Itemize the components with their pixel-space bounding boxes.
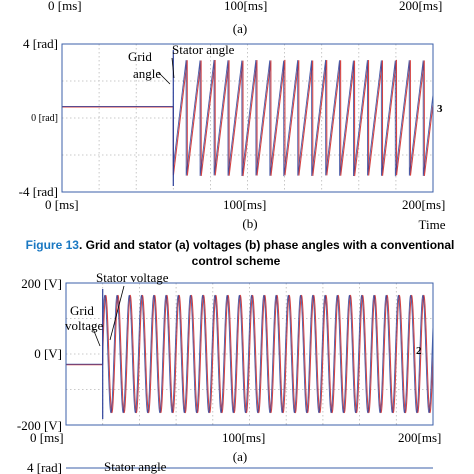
b-ytick-top: 4 [rad] bbox=[23, 36, 58, 51]
b-anno-stator: Stator angle bbox=[172, 42, 235, 57]
b-anno-grid-1: Grid bbox=[128, 49, 152, 64]
a-ytick-bottom: -200 [V] bbox=[17, 418, 62, 433]
voltage-series bbox=[66, 289, 434, 419]
voltage-series-grid bbox=[66, 294, 434, 414]
phase-angle-gridlines bbox=[62, 44, 433, 192]
b-anno-stator-pointer bbox=[171, 57, 175, 79]
phase-angle-frame bbox=[61, 43, 434, 193]
prev-panel-label: (a) bbox=[233, 21, 247, 36]
caption-figure-number: Figure 13 bbox=[26, 238, 80, 252]
prev-xtick-100: 100[ms] bbox=[224, 0, 267, 13]
a-ytick-mid: 0 [V] bbox=[34, 346, 62, 361]
a-anno-stator: Stator voltage bbox=[96, 270, 169, 285]
prev-xtick-0: 0 [ms] bbox=[48, 0, 82, 13]
next-ytick-top: 4 [rad] bbox=[27, 460, 62, 474]
caption-line-1: Figure 13. Grid and stator (a) voltages … bbox=[26, 238, 455, 252]
phase-angle-series-grid bbox=[62, 59, 434, 177]
figure-caption: Figure 13. Grid and stator (a) voltages … bbox=[26, 238, 455, 268]
next-anno-stator: Stator angle bbox=[104, 459, 167, 474]
next-panel-fragment: 4 [rad] Stator angle bbox=[27, 459, 433, 474]
caption-line-2: control scheme bbox=[192, 254, 281, 268]
a-xtick-100: 100[ms] bbox=[222, 430, 265, 445]
a-anno-stator-pointer bbox=[109, 285, 125, 341]
voltage-chart: 200 [V] 0 [V] -200 [V] 0 [ms] 100[ms] 20… bbox=[17, 270, 441, 464]
a-anno-grid-1: Grid bbox=[70, 303, 94, 318]
a-anno-grid-2: voltage bbox=[65, 318, 103, 333]
a-xtick-200: 200[ms] bbox=[398, 430, 441, 445]
b-end-marker: 3 bbox=[437, 103, 443, 115]
b-anno-grid-2: angle bbox=[133, 66, 161, 81]
b-xtick-200: 200[ms] bbox=[402, 197, 445, 212]
a-panel-label: (a) bbox=[233, 449, 247, 464]
a-ytick-top: 200 [V] bbox=[21, 276, 62, 291]
caption-text-1: . Grid and stator (a) voltages (b) phase… bbox=[79, 238, 454, 252]
prev-xtick-200: 200[ms] bbox=[399, 0, 442, 13]
b-panel-label: (b) bbox=[242, 216, 257, 231]
voltage-series-stator bbox=[66, 294, 434, 414]
a-end-marker: 2 bbox=[416, 345, 422, 357]
a-xtick-0: 0 [ms] bbox=[30, 430, 64, 445]
b-xlabel: Time bbox=[419, 217, 446, 232]
b-anno-grid-pointer bbox=[157, 71, 171, 85]
voltage-frame bbox=[65, 282, 434, 426]
a-anno-grid-pointer bbox=[91, 325, 101, 347]
phase-angle-chart: 4 [rad] 0 [rad] -4 [rad] 0 [ms] 100[ms] … bbox=[19, 36, 446, 232]
b-ytick-mid: 0 [rad] bbox=[31, 113, 58, 124]
b-ytick-bottom: -4 [rad] bbox=[19, 184, 58, 199]
b-xtick-100: 100[ms] bbox=[223, 197, 266, 212]
b-xtick-0: 0 [ms] bbox=[45, 197, 79, 212]
